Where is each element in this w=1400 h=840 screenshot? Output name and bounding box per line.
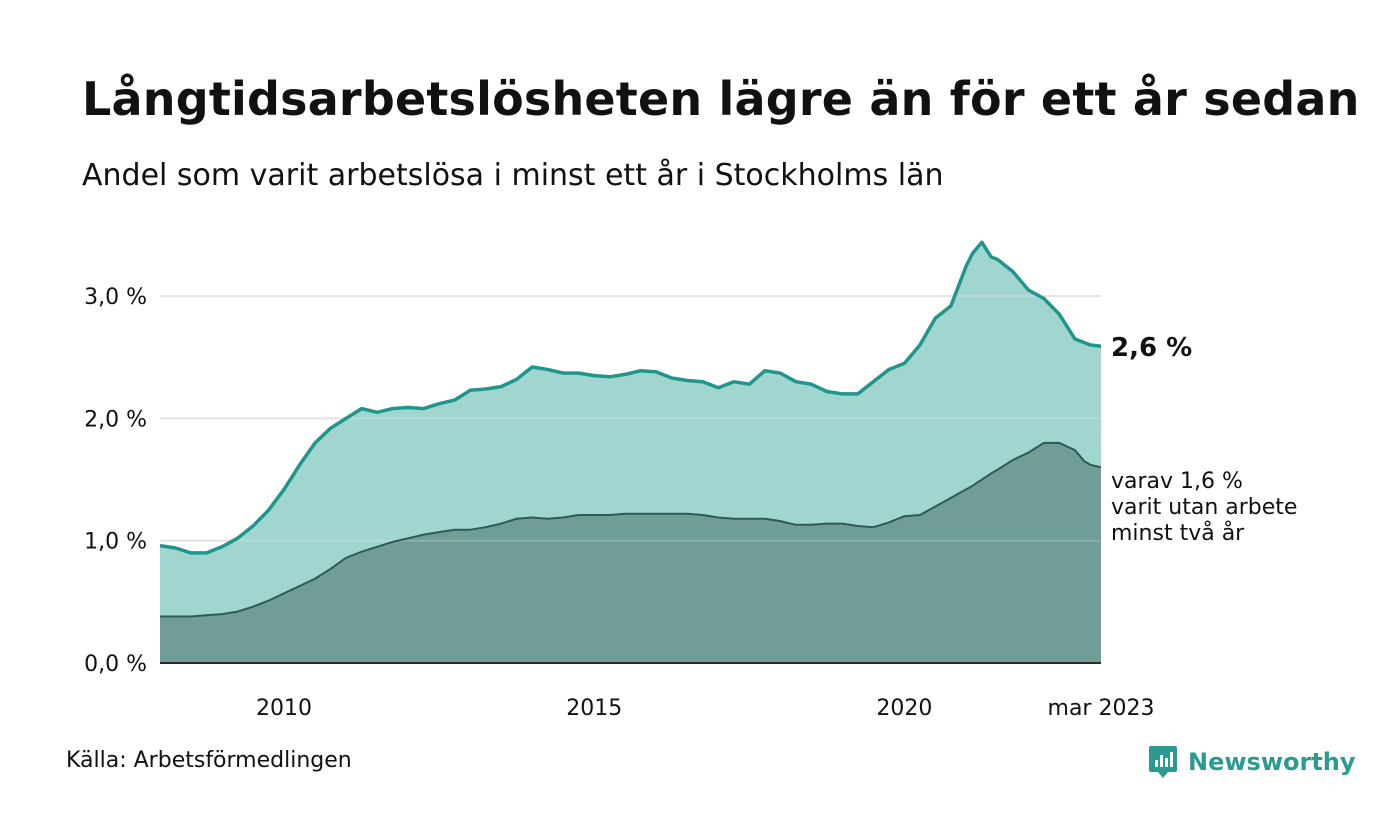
x-tick-label: mar 2023 xyxy=(1048,696,1155,721)
newsworthy-icon xyxy=(1149,746,1177,778)
end-label-long: varav 1,6 % xyxy=(1111,469,1243,494)
x-tick-label: 2020 xyxy=(876,696,932,721)
y-tick-label: 3,0 % xyxy=(84,285,147,310)
source-note: Källa: Arbetsförmedlingen xyxy=(66,748,352,773)
x-tick-label: 2010 xyxy=(256,696,312,721)
y-tick-label: 0,0 % xyxy=(84,652,147,677)
chart-subtitle: Andel som varit arbetslösa i minst ett å… xyxy=(82,158,944,193)
series-line-total xyxy=(159,240,1102,555)
end-label-long: varit utan arbete xyxy=(1111,495,1297,520)
brand-logo[interactable]: Newsworthy xyxy=(1148,744,1356,780)
series-line-long xyxy=(160,441,1102,618)
chart-title: Långtidsarbetslösheten lägre än för ett … xyxy=(82,72,1360,126)
brand-name: Newsworthy xyxy=(1188,748,1356,776)
end-label-total: 2,6 % xyxy=(1111,333,1192,363)
x-tick-label: 2015 xyxy=(566,696,622,721)
end-label-long: minst två år xyxy=(1111,520,1245,546)
y-tick-label: 2,0 % xyxy=(84,407,147,432)
y-tick-label: 1,0 % xyxy=(84,530,147,555)
series-area-long xyxy=(160,442,1101,663)
